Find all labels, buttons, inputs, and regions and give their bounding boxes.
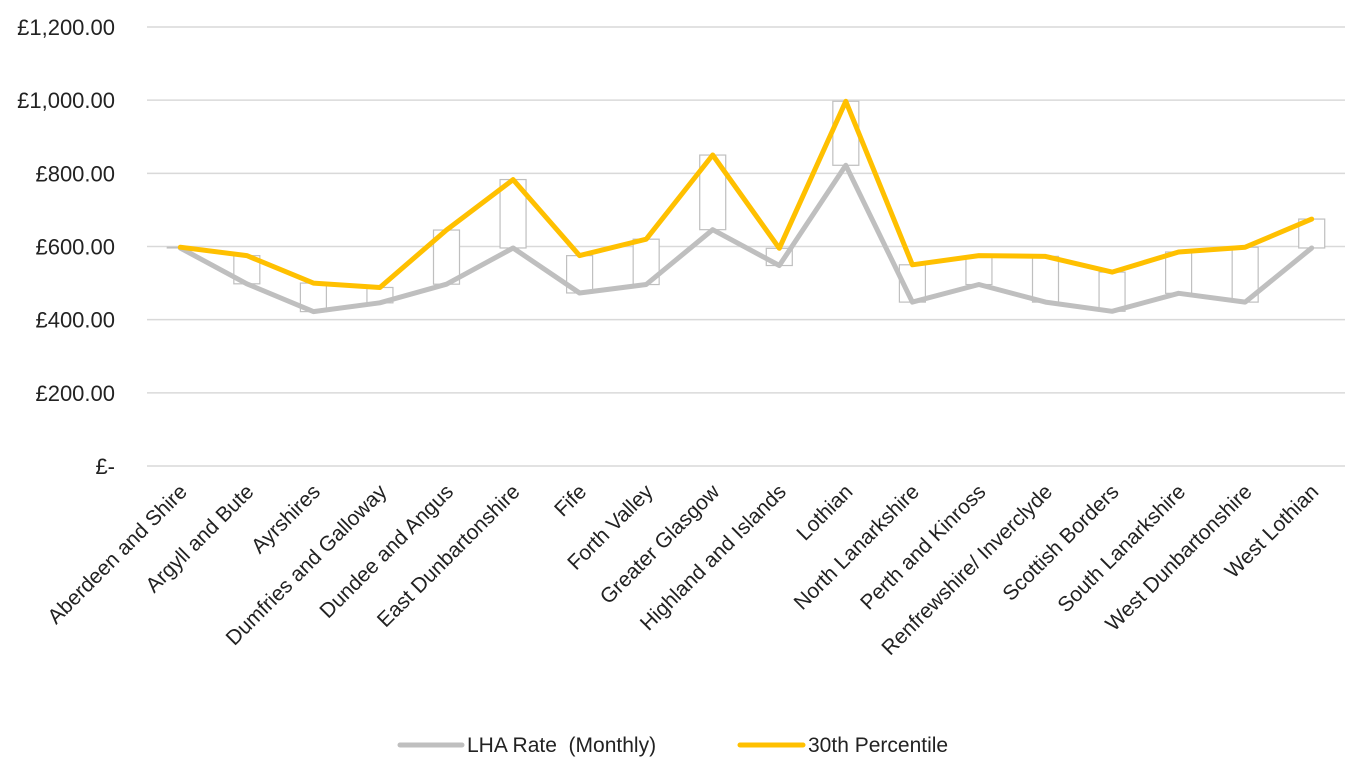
y-tick-label: £200.00 xyxy=(35,381,115,406)
up-down-bar xyxy=(965,255,993,286)
series-line-1 xyxy=(177,162,1315,315)
y-tick-label: £- xyxy=(95,454,115,479)
up-down-bar xyxy=(1098,271,1126,312)
gridlines xyxy=(147,26,1345,467)
y-tick-label: £800.00 xyxy=(35,161,115,186)
y-axis-ticks: £- £200.00 £400.00 £600.00 £800.00 £1,000.00 £… xyxy=(17,15,115,479)
x-tick-label: North Lanarkshire xyxy=(790,480,924,614)
up-down-bar xyxy=(832,100,860,166)
y-tick-label: £400.00 xyxy=(35,308,115,333)
x-tick-label: Fife xyxy=(550,480,591,521)
legend-label: LHA Rate (Monthly) xyxy=(467,734,656,757)
legend-label: 30th Percentile xyxy=(808,734,948,757)
series-line-2 xyxy=(177,98,1315,290)
x-tick-label: Greater Glasgow xyxy=(596,480,725,609)
up-down-bar xyxy=(1165,251,1193,294)
x-tick-label: South Lanarkshire xyxy=(1053,480,1190,617)
series-lines xyxy=(177,98,1315,315)
y-tick-label: £600.00 xyxy=(35,235,115,260)
y-tick-label: £1,200.00 xyxy=(17,15,115,40)
up-down-bar xyxy=(1031,255,1060,303)
x-tick-label: Lothian xyxy=(792,480,857,545)
x-tick-label: Perth and Kinross xyxy=(856,480,990,614)
legend: LHA Rate (Monthly) 30th Percentile xyxy=(397,734,948,757)
x-tick-label: Scottish Borders xyxy=(998,480,1123,605)
y-tick-label: £1,000.00 xyxy=(17,88,115,113)
up-down-bars xyxy=(166,100,1326,313)
